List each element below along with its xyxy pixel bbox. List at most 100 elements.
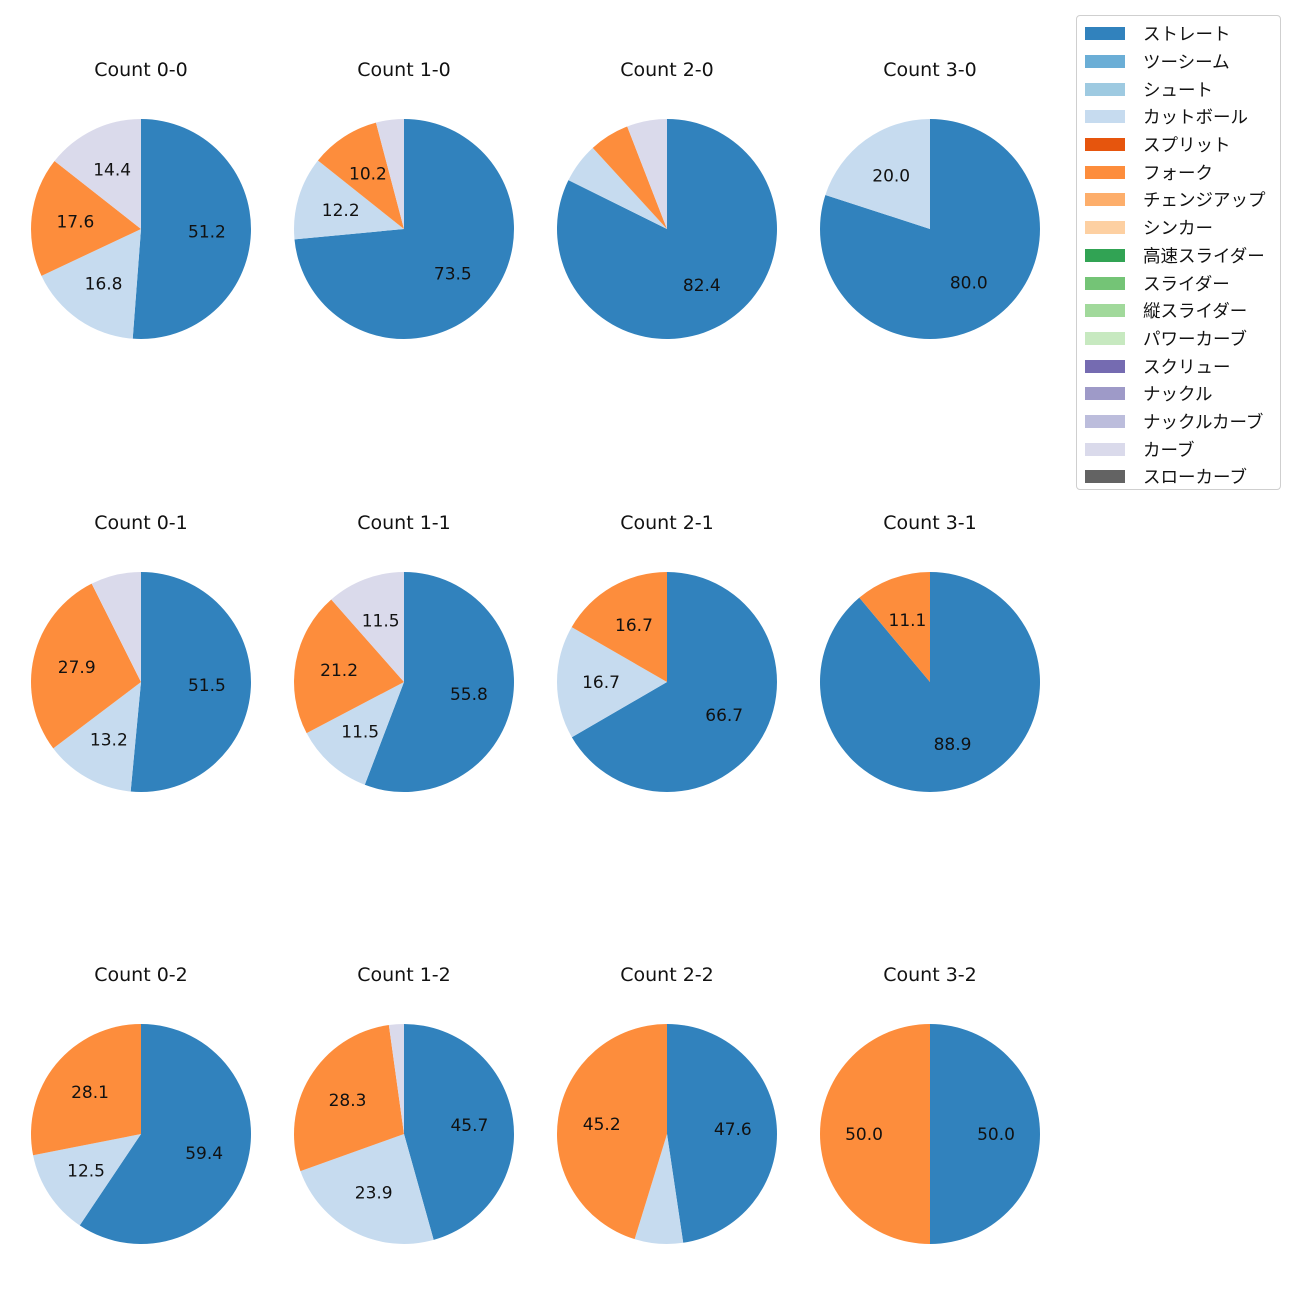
legend-swatch xyxy=(1085,82,1125,96)
legend-swatch xyxy=(1085,55,1125,69)
pie-title: Count 0-0 xyxy=(94,59,188,81)
pie-data-label: 47.6 xyxy=(714,1120,752,1140)
pie-data-label: 16.8 xyxy=(85,274,123,294)
legend-swatch xyxy=(1085,414,1125,428)
pie-data-label: 50.0 xyxy=(845,1125,883,1145)
legend-swatch xyxy=(1085,470,1125,484)
legend-item: シュート xyxy=(1085,75,1280,103)
pie-chart: Count 2-0 82.4 xyxy=(556,59,777,339)
pie-title: Count 3-2 xyxy=(883,964,977,986)
legend-swatch xyxy=(1085,359,1125,373)
legend-label: スクリュー xyxy=(1143,357,1231,378)
pie-slice xyxy=(627,119,667,229)
legend-label: フォーク xyxy=(1143,163,1213,184)
legend-item: カットボール xyxy=(1085,103,1280,131)
pie-slice xyxy=(54,118,142,229)
pie-data-label: 55.8 xyxy=(450,685,488,705)
pie-slice xyxy=(53,682,141,792)
pie-data-label: 45.2 xyxy=(583,1115,621,1135)
pie-chart: Count 0-0 51.2 16.8 17.6 14.4 xyxy=(30,59,252,339)
pie-data-label: 13.2 xyxy=(90,731,128,751)
pie-title: Count 2-0 xyxy=(620,59,714,81)
pie-data-label: 11.1 xyxy=(889,611,927,631)
legend-swatch xyxy=(1085,138,1125,152)
pie-slice xyxy=(571,572,777,792)
legend-label: スプリット xyxy=(1143,136,1231,157)
legend-label: ツーシーム xyxy=(1143,53,1230,74)
pie-data-label: 21.2 xyxy=(320,661,358,681)
legend-swatch xyxy=(1085,248,1125,262)
legend-item: パワーカーブ xyxy=(1085,325,1280,353)
pie-slice xyxy=(33,1134,141,1226)
pie-data-label: 82.4 xyxy=(683,276,721,296)
pie-title: Count 2-2 xyxy=(620,964,714,986)
pie-data-label: 16.7 xyxy=(615,616,653,636)
pie-data-label: 59.4 xyxy=(185,1144,223,1164)
pie-slice xyxy=(30,583,142,749)
pie-title: Count 1-2 xyxy=(357,964,451,986)
legend-label: ストレート xyxy=(1143,25,1231,46)
legend-label: ナックル xyxy=(1143,385,1213,406)
pie-chart: Count 1-2 45.7 23.9 28.3 xyxy=(294,964,514,1244)
pie-data-label: 12.5 xyxy=(67,1162,105,1182)
legend-swatch xyxy=(1085,387,1125,401)
pie-slice xyxy=(930,1024,1040,1244)
pie-slice xyxy=(79,1024,251,1244)
legend-item: カーブ xyxy=(1085,435,1280,463)
legend-item: ナックルカーブ xyxy=(1085,408,1280,436)
legend-swatch xyxy=(1085,27,1125,41)
pie-data-label: 66.7 xyxy=(705,706,743,726)
legend-item: ナックル xyxy=(1085,380,1280,408)
pie-slice xyxy=(568,147,667,229)
pie-title: Count 3-1 xyxy=(883,512,977,534)
pie-chart: Count 0-2 59.4 12.5 28.1 xyxy=(31,964,251,1244)
pie-chart: Count 3-1 88.9 11.1 xyxy=(820,512,1040,792)
pie-chart: Count 1-0 73.5 12.2 10.2 xyxy=(294,59,515,340)
pie-slice xyxy=(293,599,404,734)
pie-slice xyxy=(825,119,930,229)
pie-slice xyxy=(130,572,251,792)
pie-slice xyxy=(592,126,667,229)
legend-item: 高速スライダー xyxy=(1085,242,1280,270)
pie-slice xyxy=(331,572,404,682)
legend-item: ツーシーム xyxy=(1085,48,1280,76)
pie-chart: Count 2-2 47.6 45.2 xyxy=(557,964,777,1244)
legend-item: スローカーブ xyxy=(1085,463,1280,491)
pie-data-label: 80.0 xyxy=(950,273,988,293)
pie-data-label: 45.7 xyxy=(450,1116,488,1136)
pie-data-label: 27.9 xyxy=(58,658,96,678)
pie-slice xyxy=(294,119,515,340)
legend-item: チェンジアップ xyxy=(1085,186,1280,214)
pie-slice xyxy=(31,1024,142,1156)
pie-data-label: 73.5 xyxy=(434,264,472,284)
pie-slice xyxy=(317,122,404,229)
pie-data-label: 23.9 xyxy=(355,1184,393,1204)
pie-data-label: 14.4 xyxy=(93,161,131,181)
legend-label: チェンジアップ xyxy=(1143,191,1266,212)
pie-data-label: 16.7 xyxy=(582,673,620,693)
legend-label: スローカーブ xyxy=(1143,468,1247,489)
pie-slice xyxy=(294,1025,404,1172)
pie-chart: Count 1-1 55.8 11.5 21.2 11.5 xyxy=(293,512,514,793)
pie-data-label: 12.2 xyxy=(322,201,360,221)
pie-data-label: 28.1 xyxy=(71,1083,109,1103)
pie-slice xyxy=(91,572,141,682)
legend-item: スプリット xyxy=(1085,131,1280,159)
legend-label: シンカー xyxy=(1143,219,1213,240)
legend-item: スクリュー xyxy=(1085,352,1280,380)
legend-swatch xyxy=(1085,276,1125,290)
pie-slice xyxy=(634,1134,684,1244)
legend-label: シュート xyxy=(1143,80,1213,101)
pie-slice xyxy=(41,229,141,339)
legend-swatch xyxy=(1085,110,1125,124)
pie-slice xyxy=(404,1024,514,1240)
legend-swatch xyxy=(1085,304,1125,318)
legend-item: シンカー xyxy=(1085,214,1280,242)
legend-swatch xyxy=(1085,221,1125,235)
legend-label: カーブ xyxy=(1143,440,1195,461)
pie-slice xyxy=(300,1134,434,1244)
legend-label: スライダー xyxy=(1143,274,1230,295)
legend-swatch xyxy=(1085,193,1125,207)
pie-slice xyxy=(306,682,404,785)
legend-item: ストレート xyxy=(1085,20,1280,48)
